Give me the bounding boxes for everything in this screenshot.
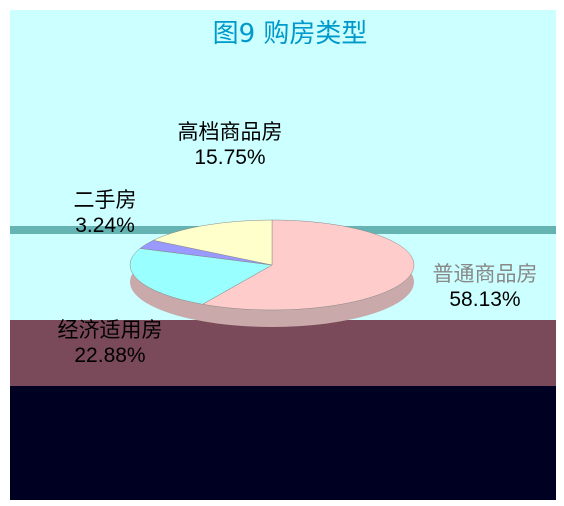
glitch-band <box>10 320 556 386</box>
slice-label: 二手房 3.24% <box>50 188 160 238</box>
pie-slice <box>129 248 273 305</box>
slice-value: 22.88% <box>74 344 146 367</box>
pie-slice <box>152 219 273 266</box>
slice-label: 高档商品房 15.75% <box>175 120 285 170</box>
slice-name: 普通商品房 <box>432 262 538 286</box>
slice-name: 高档商品房 <box>177 120 283 144</box>
glitch-band <box>10 386 556 500</box>
slice-label: 普通商品房 58.13% <box>430 262 540 312</box>
pie-slice <box>201 219 415 311</box>
slice-label: 经济适用房 22.88% <box>55 318 165 368</box>
chart-title: 图9 购房类型 <box>213 19 368 49</box>
slice-name: 二手房 <box>73 188 137 212</box>
slice-name: 经济适用房 <box>57 318 163 342</box>
slice-value: 15.75% <box>194 146 266 169</box>
slice-value: 3.24% <box>75 214 135 237</box>
slice-value: 58.13% <box>449 288 521 311</box>
